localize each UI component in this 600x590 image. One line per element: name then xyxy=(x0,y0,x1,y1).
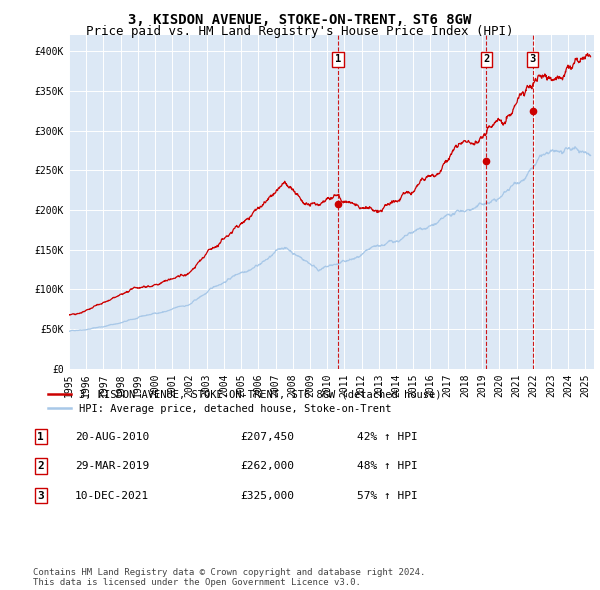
Text: 29-MAR-2019: 29-MAR-2019 xyxy=(75,461,149,471)
Text: 42% ↑ HPI: 42% ↑ HPI xyxy=(357,432,418,441)
Text: 3, KISDON AVENUE, STOKE-ON-TRENT, ST6 8GW: 3, KISDON AVENUE, STOKE-ON-TRENT, ST6 8G… xyxy=(128,13,472,27)
Text: £262,000: £262,000 xyxy=(240,461,294,471)
Text: 20-AUG-2010: 20-AUG-2010 xyxy=(75,432,149,441)
Text: £207,450: £207,450 xyxy=(240,432,294,441)
Text: 1: 1 xyxy=(37,432,44,441)
Text: £325,000: £325,000 xyxy=(240,491,294,500)
Text: 48% ↑ HPI: 48% ↑ HPI xyxy=(357,461,418,471)
Legend: 3, KISDON AVENUE, STOKE-ON-TRENT, ST6 8GW (detached house), HPI: Average price, : 3, KISDON AVENUE, STOKE-ON-TRENT, ST6 8G… xyxy=(44,386,446,418)
Text: 57% ↑ HPI: 57% ↑ HPI xyxy=(357,491,418,500)
Text: Price paid vs. HM Land Registry's House Price Index (HPI): Price paid vs. HM Land Registry's House … xyxy=(86,25,514,38)
Text: 1: 1 xyxy=(335,54,341,64)
Text: 3: 3 xyxy=(530,54,536,64)
Text: 2: 2 xyxy=(483,54,490,64)
Text: 10-DEC-2021: 10-DEC-2021 xyxy=(75,491,149,500)
Text: 3: 3 xyxy=(37,491,44,500)
Text: Contains HM Land Registry data © Crown copyright and database right 2024.
This d: Contains HM Land Registry data © Crown c… xyxy=(33,568,425,587)
Text: 2: 2 xyxy=(37,461,44,471)
